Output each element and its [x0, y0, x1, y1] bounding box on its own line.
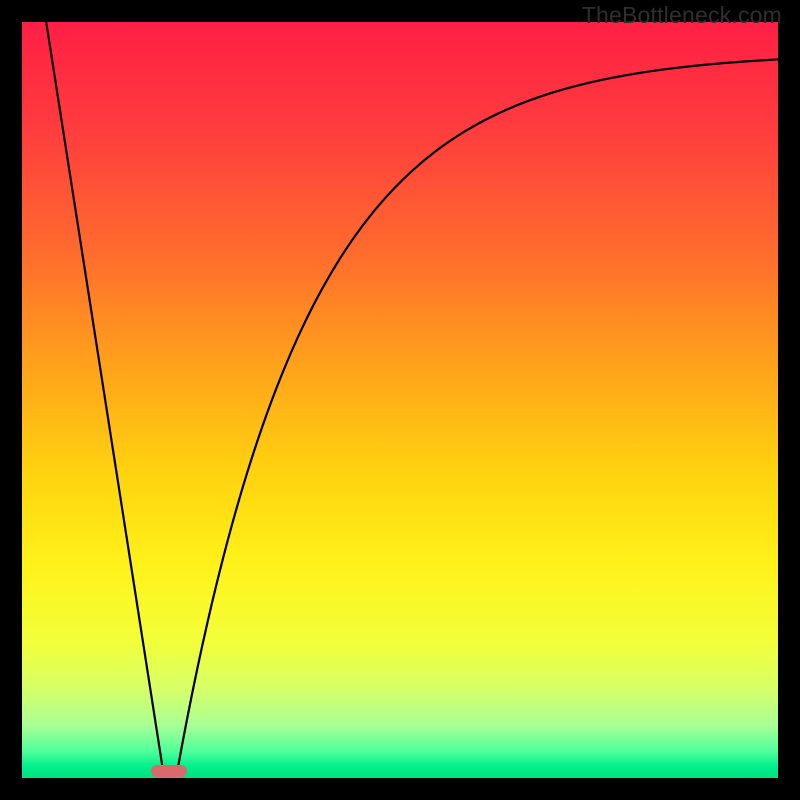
- optimal-marker: [151, 765, 187, 777]
- plot-area: [22, 22, 778, 778]
- watermark-text: TheBottleneck.com: [582, 2, 782, 29]
- bottleneck-curve: [22, 22, 778, 778]
